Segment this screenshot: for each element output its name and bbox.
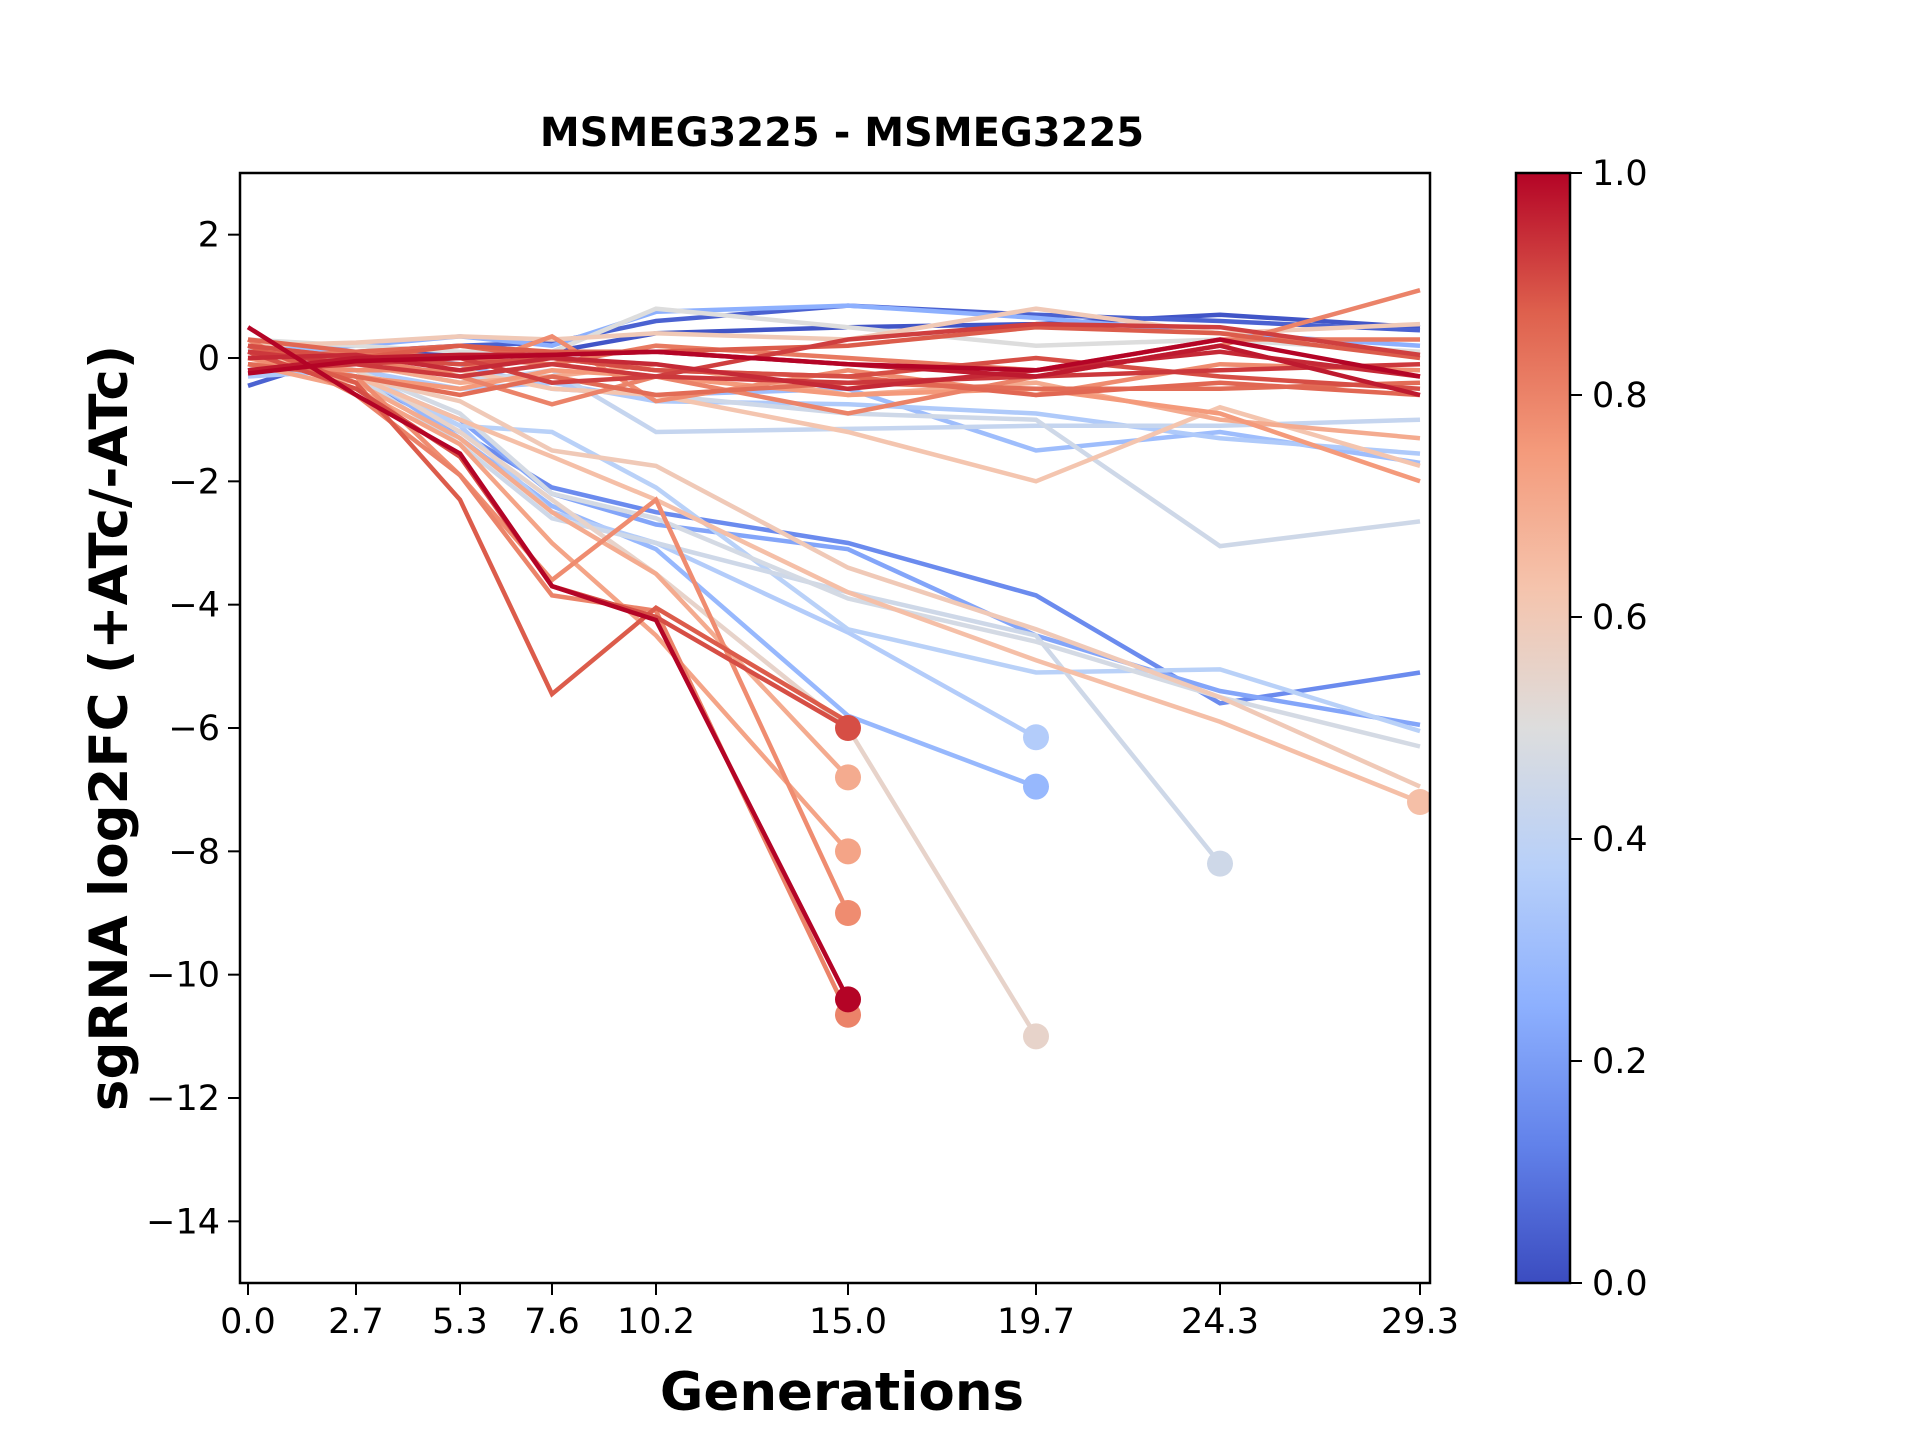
end-marker xyxy=(835,986,861,1013)
x-tick-label: 0.0 xyxy=(220,1302,276,1342)
series-line-s22 xyxy=(247,337,1421,379)
y-axis-label: sgRNA log2FC (+ATc/-ATc) xyxy=(79,345,140,1111)
x-tick-label: 5.3 xyxy=(432,1302,488,1342)
x-tick-label: 7.6 xyxy=(524,1302,580,1342)
y-tick-label: −12 xyxy=(146,1079,220,1119)
series-line-e15c xyxy=(247,362,850,853)
y-axis: 2 0 −2 −4 −6 −8 −10 −12 −14 xyxy=(146,216,240,1242)
colorbar-tick-label: 0.6 xyxy=(1592,598,1648,638)
end-marker xyxy=(835,900,861,926)
end-marker xyxy=(1407,789,1430,815)
end-marker xyxy=(1023,724,1049,751)
x-tick-label: 15.0 xyxy=(809,1302,887,1342)
series-line-e15e xyxy=(246,325,851,1001)
y-tick-label: 2 xyxy=(198,216,220,256)
colorbar xyxy=(1514,171,1572,1285)
y-tick-label: −14 xyxy=(146,1202,220,1242)
y-tick-label: 0 xyxy=(198,339,220,379)
colorbar-tick-label: 0.4 xyxy=(1592,820,1648,860)
x-tick-label: 24.3 xyxy=(1181,1302,1259,1342)
series-layer xyxy=(246,288,1421,1038)
x-tick-label: 10.2 xyxy=(617,1302,695,1342)
colorbar-tick-label: 0.2 xyxy=(1592,1042,1648,1082)
end-marker xyxy=(835,715,861,741)
y-tick-label: −6 xyxy=(168,709,220,749)
colorbar-tick-label: 0.0 xyxy=(1592,1264,1648,1304)
y-tick-label: −8 xyxy=(168,832,220,872)
y-tick-label: −10 xyxy=(146,956,220,996)
x-tick-label: 2.7 xyxy=(328,1302,384,1342)
chart-title: MSMEG3225 - MSMEG3225 xyxy=(540,110,1144,156)
x-tick-label: 29.3 xyxy=(1381,1302,1459,1342)
colorbar-tick-label: 1.0 xyxy=(1592,154,1648,194)
end-marker xyxy=(835,764,861,791)
x-axis-label: Generations xyxy=(660,1362,1024,1423)
end-marker xyxy=(1023,1023,1049,1050)
x-axis: 0.0 2.7 5.3 7.6 10.2 15.0 19.7 24.3 29.3 xyxy=(220,1283,1459,1342)
colorbar-tick-label: 0.8 xyxy=(1592,376,1648,416)
series-line-e243 xyxy=(247,355,1222,866)
series-line-e15g xyxy=(247,343,850,724)
end-marker xyxy=(835,838,861,865)
end-marker xyxy=(1207,850,1233,877)
colorbar-axis: 0.0 0.2 0.4 0.6 0.8 1.0 xyxy=(1570,154,1648,1304)
end-marker xyxy=(1023,773,1049,800)
y-tick-label: −4 xyxy=(168,586,220,626)
series-line-s24 xyxy=(247,349,1421,385)
marker-layer xyxy=(835,715,1430,1050)
y-tick-label: −2 xyxy=(168,462,220,502)
x-tick-label: 19.7 xyxy=(997,1302,1075,1342)
series-line-e197c xyxy=(247,349,1038,1038)
